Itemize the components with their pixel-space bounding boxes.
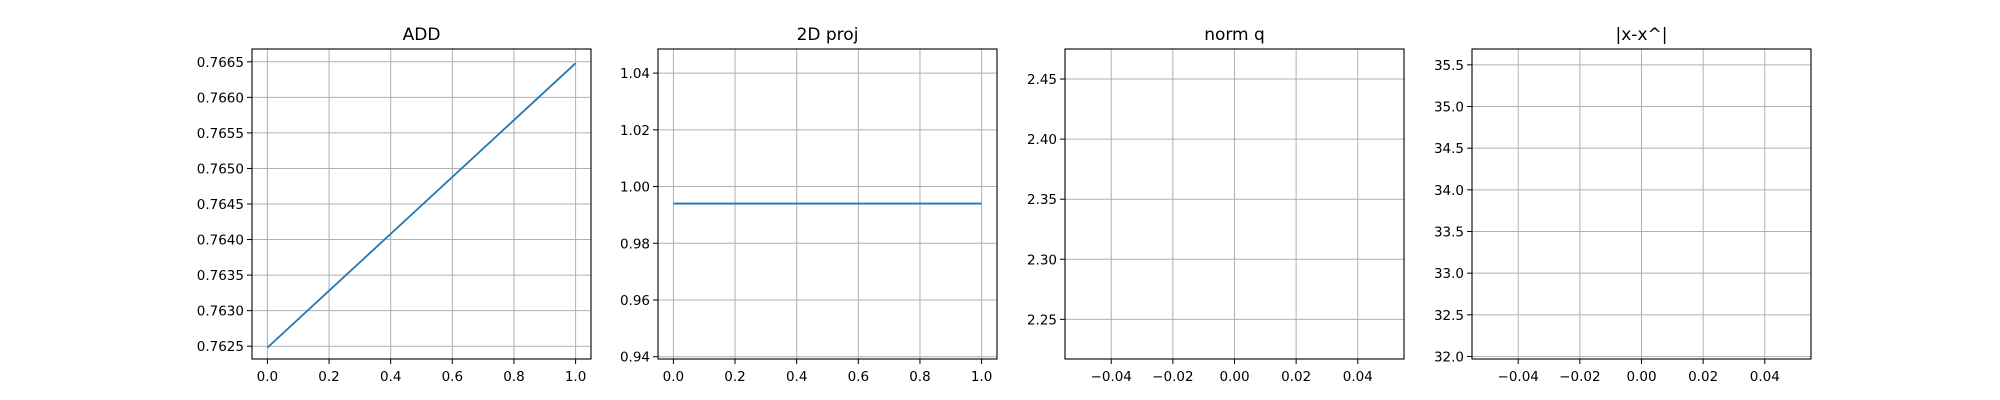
y-tick-label: 0.7640	[197, 233, 244, 249]
series-line	[266, 62, 577, 349]
y-tick-label: 0.7660	[197, 90, 244, 106]
x-tick-label: 0.0	[663, 369, 684, 385]
y-tick-label: 0.7635	[197, 268, 244, 284]
y-tick-label: 1.02	[620, 123, 650, 139]
x-tick-label: −0.04	[1091, 369, 1132, 385]
x-tick-label: −0.02	[1152, 369, 1193, 385]
y-tick-label: 34.0	[1434, 183, 1464, 199]
x-tick-label: −0.04	[1498, 369, 1539, 385]
x-tick-label: 0.4	[786, 369, 807, 385]
x-tick-label: 0.2	[318, 369, 339, 385]
y-tick-label: 33.0	[1434, 266, 1464, 282]
plot-frame	[657, 48, 998, 360]
y-tick-label: 2.30	[1027, 252, 1057, 268]
y-tick-label: 2.40	[1027, 132, 1057, 148]
y-tick-label: 0.7625	[197, 339, 244, 355]
subplot-add: 0.0 0.2 0.4 0.6 0.8 1.0 0.7625 0.7630 0.7635 0.76…	[197, 25, 592, 385]
subplot-x-diff: −0.04 −0.02 0.00 0.02 0.04 32.0 32.5 33.0 33.5 34…	[1434, 25, 1812, 385]
subplot-title: ADD	[403, 25, 441, 45]
y-tick-label: 2.35	[1027, 192, 1057, 208]
y-tick-label: 0.7650	[197, 161, 244, 177]
y-tick-label: 0.7665	[197, 55, 244, 71]
x-tick-label: 0.6	[442, 369, 463, 385]
y-tick-label: 0.96	[620, 293, 650, 309]
y-tick-label: 32.0	[1434, 350, 1464, 366]
y-tick-label: 0.7645	[197, 197, 244, 213]
subplot-title: norm q	[1204, 25, 1265, 45]
y-tick-label: 0.7655	[197, 126, 244, 142]
x-tick-label: 0.6	[848, 369, 869, 385]
x-tick-label: 1.0	[971, 369, 992, 385]
y-tick-label: 0.98	[620, 236, 650, 252]
y-tick-label: 1.04	[620, 66, 650, 82]
y-tick-label: 1.00	[620, 180, 650, 196]
y-tick-label: 32.5	[1434, 308, 1464, 324]
x-tick-label: 1.0	[565, 369, 586, 385]
x-tick-label: −0.02	[1559, 369, 1600, 385]
y-tick-label: 0.94	[620, 350, 650, 366]
x-tick-label: 0.8	[909, 369, 930, 385]
subplot-title: |x-x^|	[1616, 25, 1668, 45]
x-tick-label: 0.00	[1219, 369, 1249, 385]
x-tick-label: 0.8	[503, 369, 524, 385]
y-tick-label: 35.0	[1434, 100, 1464, 116]
x-tick-label: 0.4	[380, 369, 401, 385]
x-tick-label: 0.04	[1750, 369, 1780, 385]
subplot-2d-proj: 0.0 0.2 0.4 0.6 0.8 1.0 0.94 0.96 0.98 1.00 1.02 1.…	[620, 25, 998, 385]
x-tick-label: 0.02	[1281, 369, 1311, 385]
y-tick-label: 0.7630	[197, 304, 244, 320]
y-tick-label: 2.45	[1027, 72, 1057, 88]
y-tick-label: 34.5	[1434, 141, 1464, 157]
y-tick-label: 2.25	[1027, 312, 1057, 328]
x-tick-label: 0.02	[1688, 369, 1718, 385]
y-tick-label: 35.5	[1434, 58, 1464, 74]
x-tick-label: 0.0	[257, 369, 278, 385]
x-tick-label: 0.2	[724, 369, 745, 385]
subplot-title: 2D proj	[797, 25, 859, 45]
x-tick-label: 0.04	[1343, 369, 1373, 385]
y-tick-label: 33.5	[1434, 225, 1464, 241]
subplot-norm-q: −0.04 −0.02 0.00 0.02 0.04 2.25 2.30 2.35 2.40 2.…	[1027, 25, 1405, 385]
x-tick-label: 0.00	[1626, 369, 1656, 385]
